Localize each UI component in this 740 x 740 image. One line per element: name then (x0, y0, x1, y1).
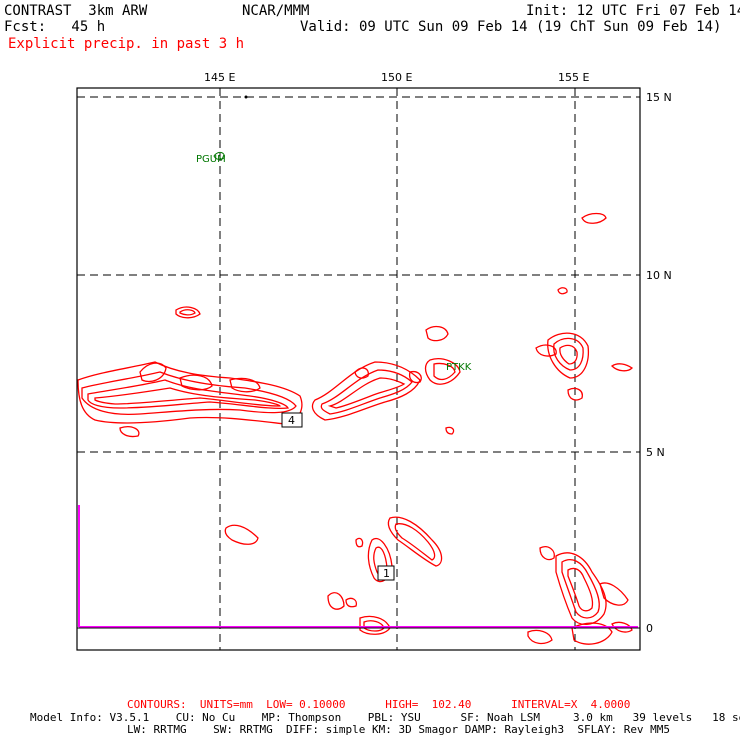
physics-info: LW: RRTMG SW: RRTMG DIFF: simple KM: 3D … (127, 723, 671, 736)
island-marker (244, 95, 248, 99)
model-title: CONTRAST 3km ARW (4, 3, 148, 19)
precip-contours (77, 212, 634, 645)
lat-label-5n: 5 N (646, 446, 665, 459)
station-label-pgum: PGUM (196, 154, 226, 165)
lon-label-145e: 145 E (204, 71, 235, 84)
valid-time: Valid: 09 UTC Sun 09 Feb 14 (19 ChT Sun … (300, 19, 722, 35)
lat-label-15n: 15 N (646, 91, 672, 104)
contour-label-4: 4 (288, 414, 295, 427)
station-label-ptkk: PTKK (446, 362, 472, 373)
contour-label-box-1 (281, 412, 303, 428)
domain-boundary (78, 505, 638, 628)
contour-label-1: 1 (383, 567, 390, 580)
lon-label-150e: 150 E (381, 71, 412, 84)
lon-label-155e: 155 E (558, 71, 589, 84)
map-frame (76, 87, 641, 651)
organization: NCAR/MMM (242, 3, 310, 19)
lat-label-eq: 0 (646, 622, 653, 635)
init-time: Init: 12 UTC Fri 07 Feb 14 (526, 3, 740, 19)
forecast-hour: Fcst: 45 h (4, 19, 106, 35)
field-title: Explicit precip. in past 3 h (8, 36, 245, 52)
model-info: Model Info: V3.5.1 CU: No Cu MP: Thompso… (30, 711, 740, 724)
guam-outline (213, 151, 225, 160)
contour-label-box-2 (377, 565, 395, 581)
lat-label-10n: 10 N (646, 269, 672, 282)
contour-info: CONTOURS: UNITS=mm LOW= 0.10000 HIGH= 10… (127, 698, 631, 711)
